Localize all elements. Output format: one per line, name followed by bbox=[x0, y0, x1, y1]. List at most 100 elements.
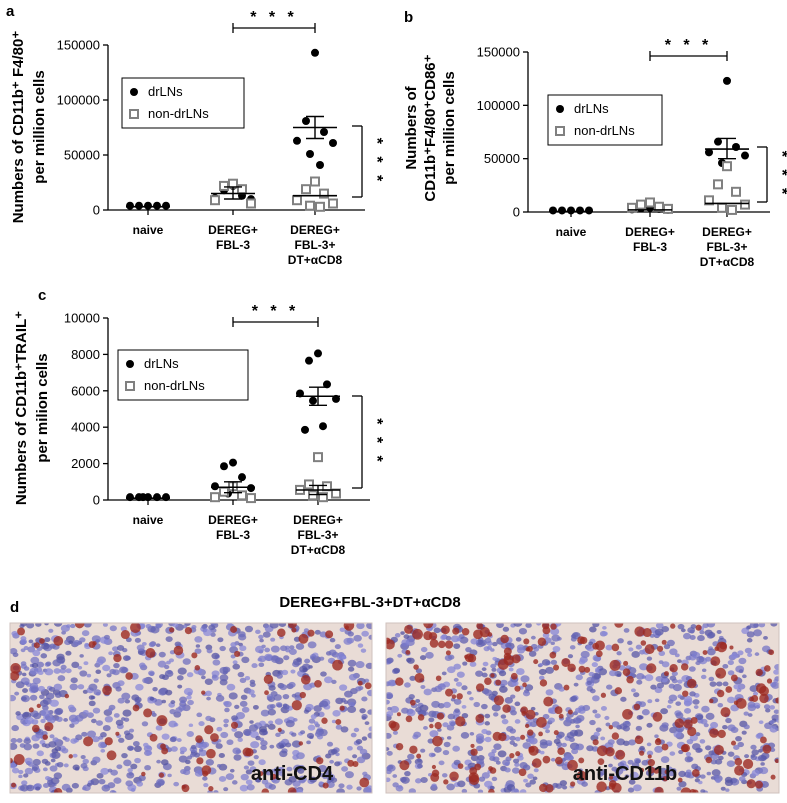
micro-1-nucleus bbox=[23, 743, 33, 751]
micro-2-nucleus bbox=[443, 701, 451, 709]
panel-b-category-label: FBL-3+ bbox=[706, 240, 747, 254]
micro-2-stained-cell bbox=[664, 769, 669, 775]
micro-2-nucleus bbox=[545, 729, 550, 734]
micro-2-stained-cell bbox=[730, 674, 738, 682]
micro-2-nucleus bbox=[576, 714, 585, 722]
micro-1-stained-cell bbox=[191, 652, 198, 659]
micro-1-nucleus bbox=[20, 623, 27, 627]
micro-1-nucleus bbox=[279, 684, 288, 691]
micro-1-nucleus bbox=[326, 779, 332, 784]
micro-2-nucleus bbox=[442, 749, 450, 756]
micro-2-stained-cell bbox=[413, 664, 419, 670]
micro-2-nucleus bbox=[750, 754, 758, 761]
micro-1-stained-cell bbox=[31, 724, 40, 733]
micro-2-stained-cell bbox=[567, 663, 576, 673]
micro-2-nucleus bbox=[428, 717, 435, 723]
micro-2-nucleus bbox=[654, 698, 660, 703]
micro-1-nucleus bbox=[88, 683, 98, 691]
micro-2-nucleus bbox=[716, 681, 723, 687]
micro-1-nucleus bbox=[308, 718, 316, 724]
panel-b-legend-drln-marker bbox=[556, 105, 564, 113]
micro-1-nucleus bbox=[302, 667, 308, 673]
micro-1-nucleus bbox=[206, 648, 213, 654]
micro-2-nucleus bbox=[676, 786, 682, 791]
panel-c-category-label: naive bbox=[133, 513, 164, 527]
micro-2-nucleus bbox=[641, 675, 647, 679]
micro-2-stained-cell bbox=[682, 690, 689, 697]
micro-1-nucleus bbox=[361, 696, 368, 702]
micro-2-nucleus bbox=[514, 719, 521, 724]
micro-1-nucleus bbox=[230, 642, 237, 648]
micro-2-nucleus bbox=[750, 744, 757, 750]
micro-1-stained-cell bbox=[53, 636, 64, 646]
micro-1-nucleus bbox=[160, 759, 169, 766]
micro-2-stained-cell bbox=[746, 779, 756, 789]
micro-1-nucleus bbox=[217, 637, 224, 643]
micro-2-stained-cell bbox=[680, 744, 689, 753]
micro-2-nucleus bbox=[661, 626, 670, 633]
micro-1-stained-cell bbox=[230, 625, 238, 633]
panel-d: d DEREG+FBL-3+DT+αCD8 anti-CD4 anti-CD11b bbox=[9, 594, 780, 794]
micro-2-stained-cell bbox=[594, 640, 605, 651]
micro-2-nucleus bbox=[589, 719, 596, 726]
micro-2-stained-cell bbox=[456, 693, 463, 700]
micro-2-stained-cell bbox=[444, 640, 454, 649]
micro-1-stained-cell bbox=[10, 663, 21, 674]
micro-2-stained-cell bbox=[734, 757, 743, 766]
micro-1-nucleus bbox=[56, 653, 65, 661]
micro-1-nucleus bbox=[182, 624, 188, 629]
micro-2-stained-cell bbox=[608, 724, 614, 730]
micro-1-nucleus bbox=[31, 662, 39, 669]
micro-2-nucleus bbox=[417, 763, 423, 769]
micro-2-nucleus bbox=[635, 644, 642, 650]
micro-1-nucleus bbox=[172, 623, 179, 628]
micro-1-nucleus bbox=[155, 623, 163, 628]
micro-2-stained-cell bbox=[521, 710, 527, 716]
micro-1-nucleus bbox=[206, 696, 211, 701]
micro-2-stained-cell bbox=[639, 767, 645, 773]
micro-2-nucleus bbox=[753, 691, 759, 696]
micro-2-nucleus bbox=[401, 707, 409, 714]
micro-1-nucleus bbox=[139, 662, 146, 668]
micro-1-nucleus bbox=[198, 748, 204, 752]
micrograph-cd4 bbox=[9, 622, 373, 794]
micro-2-nucleus bbox=[591, 662, 598, 668]
micro-2-stained-cell bbox=[577, 636, 585, 644]
micro-2-nucleus bbox=[654, 628, 664, 636]
micro-2-stained-cell bbox=[592, 739, 599, 746]
micro-1-nucleus bbox=[267, 708, 276, 716]
panel-b-category-label: DT+αCD8 bbox=[700, 255, 755, 269]
micro-2-stained-cell bbox=[642, 627, 652, 638]
panel-a-drln-point bbox=[153, 201, 161, 210]
micro-1-nucleus bbox=[113, 777, 122, 784]
micro-2-stained-cell bbox=[674, 718, 685, 729]
micro-2-nucleus bbox=[491, 704, 501, 712]
micro-2-nucleus bbox=[552, 645, 561, 653]
micro-1-nucleus bbox=[288, 681, 296, 688]
micro-1-nucleus bbox=[49, 699, 59, 707]
micro-2-stained-cell bbox=[692, 769, 700, 777]
micro-1-nucleus bbox=[291, 732, 297, 737]
micro-2-nucleus bbox=[595, 669, 600, 674]
micro-2-nucleus bbox=[404, 771, 411, 777]
micro-2-nucleus bbox=[520, 675, 530, 683]
micro-1-nucleus bbox=[239, 784, 249, 792]
panel-b-non-drln-point bbox=[627, 202, 637, 213]
micro-2-nucleus bbox=[448, 654, 455, 660]
micro-2-nucleus bbox=[397, 653, 403, 658]
micro-2-nucleus bbox=[639, 745, 645, 751]
micro-2-nucleus bbox=[755, 733, 763, 739]
micro-1-nucleus bbox=[224, 707, 230, 713]
micro-2-stained-cell bbox=[768, 649, 775, 656]
micro-2-nucleus bbox=[492, 756, 500, 762]
micro-1-nucleus bbox=[204, 678, 213, 685]
micro-1-nucleus bbox=[82, 758, 89, 764]
micro-1-nucleus bbox=[26, 623, 35, 629]
micro-2-nucleus bbox=[705, 745, 712, 751]
micro-1-nucleus bbox=[218, 753, 225, 759]
micro-2-nucleus bbox=[695, 732, 701, 737]
micro-2-nucleus bbox=[527, 737, 535, 744]
micro-1-nucleus bbox=[115, 686, 122, 692]
micro-2-nucleus bbox=[423, 688, 432, 696]
micro-2-stained-cell bbox=[434, 721, 442, 730]
